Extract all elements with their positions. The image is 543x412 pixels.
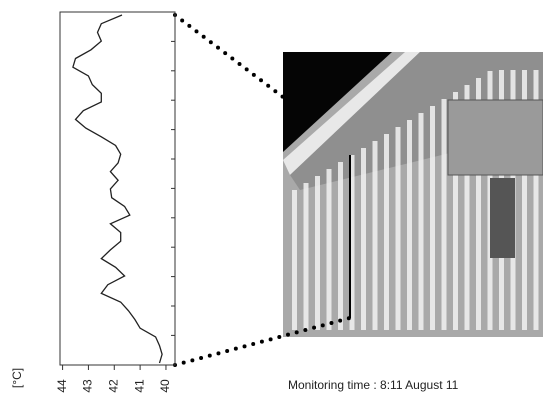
stripe — [303, 183, 309, 330]
stripe — [533, 70, 539, 330]
stripe — [326, 169, 332, 330]
x-tick-label: 42 — [106, 379, 120, 393]
stripe — [407, 120, 412, 330]
stripe — [292, 190, 297, 330]
stripe — [384, 134, 389, 330]
x-tick-label: 41 — [132, 379, 146, 393]
temperature-line — [72, 14, 163, 364]
stripe — [361, 148, 366, 330]
stripe — [430, 106, 435, 330]
stripe — [476, 78, 481, 330]
x-tick-label: 44 — [55, 379, 69, 393]
stripe — [464, 85, 470, 330]
connector-top — [173, 13, 285, 99]
stripe — [453, 92, 458, 330]
stripe — [372, 141, 378, 330]
caption: Monitoring time : 8:11 August 11 — [288, 378, 459, 392]
stripe — [315, 176, 320, 330]
sky — [283, 52, 392, 152]
sign-board — [447, 99, 543, 176]
stripe — [522, 70, 527, 330]
axis-label: [°C] — [10, 368, 24, 388]
stripe — [418, 113, 424, 330]
stripe — [349, 155, 355, 330]
window — [490, 178, 515, 258]
x-tick-label: 43 — [81, 379, 95, 393]
plot-frame — [59, 11, 176, 366]
stripe — [441, 99, 447, 330]
stripe — [338, 162, 343, 330]
thermal-image — [283, 52, 543, 337]
connector-bottom — [173, 316, 352, 367]
stripe — [395, 127, 401, 330]
x-tick-label: 40 — [158, 379, 172, 393]
roof-edge — [283, 52, 420, 175]
